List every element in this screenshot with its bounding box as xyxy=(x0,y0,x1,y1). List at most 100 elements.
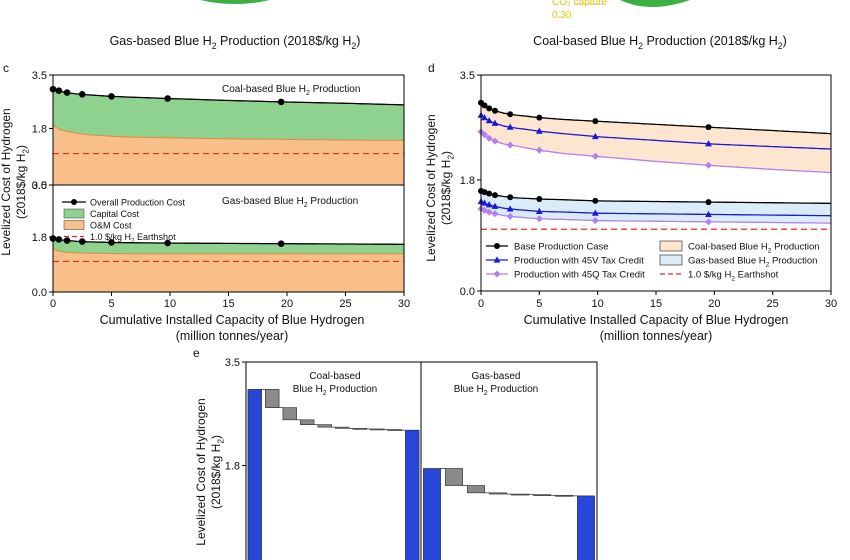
legend-swatch-om xyxy=(63,220,85,230)
marker-45q xyxy=(491,137,499,145)
legend-label-capital: Capital Cost xyxy=(90,209,140,219)
group-annotation-line2-pre: Blue H xyxy=(454,384,484,395)
marker-45v xyxy=(491,202,499,209)
marker-45q xyxy=(485,208,493,216)
legend-label-om: O&M Cost xyxy=(90,221,132,231)
y-tick-label: 1.8 xyxy=(225,460,240,472)
marker-45v xyxy=(506,205,514,212)
overall-cost-marker xyxy=(277,98,285,106)
caption-right-pre: Coal-based Blue H xyxy=(533,34,638,48)
marker-45q xyxy=(591,152,599,160)
group-annotation-line2-post: Production xyxy=(327,384,378,395)
marker-base xyxy=(705,199,712,206)
panel-label-c: c xyxy=(3,61,9,75)
overall-cost-marker xyxy=(108,239,115,246)
marker-45q xyxy=(506,212,514,220)
overall-cost-marker xyxy=(78,91,86,98)
y-axis-label-d: Levelized Cost of Hydrogen xyxy=(424,114,438,261)
y-axis-label2-e-pre: (2018$/kg H xyxy=(209,444,223,509)
y-axis-label2-e: (2018$/kg H2) xyxy=(209,435,226,509)
total-bar xyxy=(423,468,441,560)
caption-right-end: ) xyxy=(783,34,787,48)
caption-right-sub2: 2 xyxy=(778,41,783,51)
group-annotation-line2-post: Production xyxy=(488,384,539,395)
caption-left-pre: Gas-based Blue H xyxy=(110,34,212,48)
marker-base xyxy=(536,196,543,203)
x-tick-label: 5 xyxy=(536,298,542,310)
panel-c-coal-subplot: 0.0 1.8 3.5 Coal-based Blue H2 Production xyxy=(32,70,405,192)
x-tick-label: 30 xyxy=(825,298,837,310)
group-annotation-line2: Blue H2 Production xyxy=(454,384,539,397)
marker-45v xyxy=(591,209,599,216)
group-annotation-line1: Coal-based xyxy=(309,371,360,382)
marker-base xyxy=(705,124,712,131)
marker-45v xyxy=(705,210,712,218)
legend-label-gas_band: Gas-based Blue H2 Production xyxy=(688,256,817,269)
pie-fragment-right xyxy=(620,0,690,7)
y-axis-label2-e-sub: 2 xyxy=(216,439,226,444)
marker-base xyxy=(492,107,498,114)
marker-base xyxy=(507,194,514,201)
step-bar xyxy=(555,494,573,497)
marker-45q xyxy=(506,141,514,149)
om-cost-area xyxy=(53,248,404,292)
marker-45q xyxy=(705,161,712,169)
subplot-annotation-gas-post: Production xyxy=(308,196,359,207)
marker-base xyxy=(507,111,514,118)
legend-label-overall: Overall Production Cost xyxy=(90,198,186,208)
y-tick-label: 0.0 xyxy=(460,286,475,298)
om-cost-edge xyxy=(52,124,404,141)
step-bar xyxy=(300,419,315,425)
marker-45v xyxy=(535,207,543,214)
marker-45q xyxy=(481,131,488,139)
capital-cost-area xyxy=(53,89,404,141)
y-axis-label-e: Levelized Cost of Hydrogen xyxy=(194,398,208,545)
legend-swatch-marker xyxy=(71,199,77,205)
x-tick-label: 30 xyxy=(398,298,410,310)
legend-swatch-gas_band xyxy=(659,254,683,266)
y-tick-label: 1.8 xyxy=(460,175,475,187)
caption-right: Coal-based Blue H2 Production (2018$/kg … xyxy=(533,34,787,51)
total-bar xyxy=(247,389,262,560)
y-axis-label-c: Levelized Cost of Hydrogen xyxy=(0,108,13,255)
marker-base xyxy=(592,118,599,125)
y-axis-label2-c: (2018$/kg H2) xyxy=(14,145,31,219)
overall-cost-marker xyxy=(277,240,285,247)
marker-45q xyxy=(705,218,712,226)
subplot-annotation-coal-sub: 2 xyxy=(306,90,310,97)
overall-cost-marker xyxy=(55,236,63,243)
y-axis-label2-d-pre: (2018$/kg H xyxy=(439,160,453,225)
capital-cost-area xyxy=(53,238,404,254)
total-bar xyxy=(405,429,420,560)
y-tick-label: 1.8 xyxy=(32,123,47,135)
y-tick-label: 3.5 xyxy=(460,70,475,82)
overall-cost-marker xyxy=(63,237,71,244)
caption-left-end: ) xyxy=(356,34,360,48)
step-bar xyxy=(265,389,280,408)
group-annotation-line2: Blue H2 Production xyxy=(293,384,378,397)
caption-right-sub: 2 xyxy=(638,41,643,51)
marker-45q xyxy=(491,210,499,218)
marker-45q xyxy=(591,217,599,225)
legend-marker-base xyxy=(494,243,500,249)
legend-label-earthshot-sub: 2 xyxy=(131,238,135,245)
y-axis-label2-c-pre: (2018$/kg H xyxy=(14,154,28,219)
om-cost-area xyxy=(53,125,404,185)
legend-swatch-capital xyxy=(63,208,85,219)
y-axis-label2-c-post: ) xyxy=(14,145,28,149)
legend-marker-45v xyxy=(493,256,501,263)
overall-cost-marker xyxy=(164,239,171,247)
legend-label-earthshot-post: Earthshot xyxy=(735,270,779,281)
y-axis-label2-d-post: ) xyxy=(439,151,453,155)
x-tick-label: 15 xyxy=(222,298,234,310)
x-axis-label-d: Cumulative Installed Capacity of Blue Hy… xyxy=(524,313,789,327)
marker-45q xyxy=(485,134,493,142)
om-cost-edge xyxy=(52,248,404,255)
caption-left: Gas-based Blue H2 Production (2018$/kg H… xyxy=(110,34,361,51)
legend-label-earthshot: 1.0 $/kg H2 Earthshot xyxy=(688,270,779,283)
subplot-annotation-gas: Gas-based Blue H2 Production xyxy=(222,196,358,209)
marker-45v xyxy=(705,140,712,147)
marker-45v xyxy=(506,123,514,130)
